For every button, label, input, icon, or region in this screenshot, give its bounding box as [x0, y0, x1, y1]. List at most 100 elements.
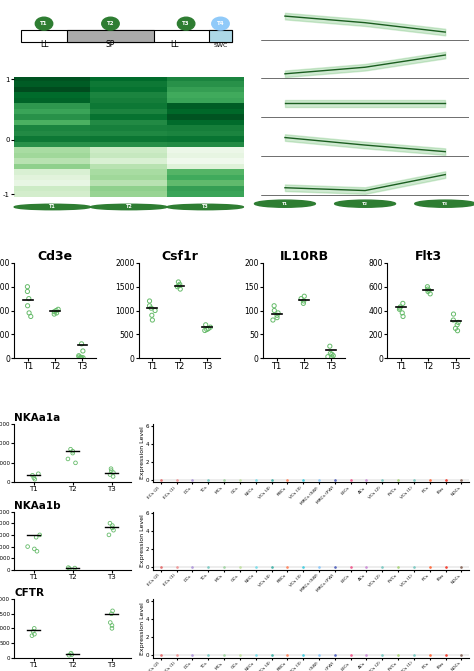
Title: Cd3e: Cd3e — [37, 250, 73, 263]
Point — [399, 298, 407, 309]
Point — [449, 315, 457, 325]
Point — [176, 279, 183, 290]
Point — [270, 301, 278, 311]
Point — [30, 544, 38, 554]
Point — [328, 349, 336, 360]
Point — [79, 346, 87, 356]
Text: T3: T3 — [442, 202, 448, 206]
Bar — [67, 30, 154, 42]
Point — [425, 285, 433, 296]
Point — [30, 472, 37, 483]
Point — [274, 307, 282, 318]
Text: T1: T1 — [40, 21, 48, 26]
Text: T2: T2 — [107, 21, 114, 26]
Y-axis label: Expression Level: Expression Level — [139, 515, 145, 567]
Text: C: C — [5, 415, 15, 429]
Point — [24, 281, 31, 292]
Title: Csf1r: Csf1r — [161, 250, 198, 263]
Point — [31, 629, 38, 639]
Point — [72, 458, 79, 468]
Point — [75, 352, 83, 362]
Title: IL10RB: IL10RB — [279, 250, 328, 263]
Point — [65, 563, 73, 574]
Text: LL: LL — [170, 40, 179, 49]
Point — [173, 281, 181, 292]
Text: T2: T2 — [362, 202, 368, 206]
Point — [106, 469, 114, 480]
Text: NKAa1a: NKAa1a — [14, 413, 61, 423]
Text: LL: LL — [40, 40, 48, 49]
Point — [78, 352, 85, 363]
Y-axis label: Expression Level: Expression Level — [139, 427, 145, 480]
Point — [396, 304, 403, 315]
Point — [79, 352, 87, 363]
Text: T1: T1 — [282, 202, 288, 206]
Text: T4: T4 — [217, 21, 224, 26]
Circle shape — [91, 204, 167, 210]
Point — [109, 525, 117, 535]
Point — [106, 518, 114, 529]
Point — [107, 463, 115, 474]
Circle shape — [35, 17, 53, 30]
Point — [327, 348, 334, 359]
Point — [326, 341, 334, 352]
Point — [146, 301, 154, 311]
Point — [107, 617, 114, 628]
Point — [329, 350, 337, 361]
Text: T2: T2 — [126, 205, 132, 209]
Point — [297, 293, 305, 304]
Circle shape — [415, 200, 474, 207]
Text: SP: SP — [106, 40, 115, 49]
Point — [109, 520, 116, 531]
Point — [424, 286, 432, 297]
Point — [65, 650, 73, 661]
Circle shape — [335, 200, 395, 207]
Point — [424, 284, 431, 295]
Point — [450, 309, 457, 319]
Point — [30, 623, 38, 633]
Point — [24, 301, 31, 311]
Point — [397, 301, 404, 312]
Point — [31, 474, 38, 484]
Point — [50, 309, 58, 319]
Point — [25, 293, 33, 304]
Point — [424, 281, 431, 292]
Text: B: B — [5, 254, 16, 267]
Point — [147, 303, 155, 313]
Point — [27, 311, 35, 322]
Point — [300, 298, 307, 309]
Point — [67, 648, 75, 658]
Text: NKAa1b: NKAa1b — [14, 501, 61, 511]
Point — [269, 315, 277, 325]
Point — [108, 465, 115, 476]
Point — [75, 350, 82, 361]
Circle shape — [167, 204, 244, 210]
Point — [24, 286, 31, 297]
Point — [67, 444, 74, 454]
Point — [146, 296, 153, 307]
Text: CFTR: CFTR — [14, 588, 44, 599]
Point — [396, 303, 403, 313]
Point — [77, 352, 84, 363]
Text: T1: T1 — [49, 205, 56, 209]
Point — [68, 650, 75, 660]
Point — [399, 307, 406, 318]
Point — [77, 352, 84, 363]
Point — [207, 322, 214, 333]
Point — [203, 324, 210, 335]
Point — [28, 470, 36, 480]
Point — [324, 352, 332, 362]
Point — [148, 310, 155, 321]
Point — [53, 305, 60, 316]
Circle shape — [102, 17, 119, 30]
Point — [148, 315, 156, 325]
Point — [109, 471, 117, 482]
Circle shape — [177, 17, 195, 30]
Point — [271, 305, 278, 316]
Text: SWC: SWC — [213, 43, 228, 48]
Point — [108, 623, 116, 633]
Point — [71, 563, 79, 574]
Point — [78, 338, 85, 349]
Point — [64, 454, 72, 464]
Point — [24, 541, 31, 552]
